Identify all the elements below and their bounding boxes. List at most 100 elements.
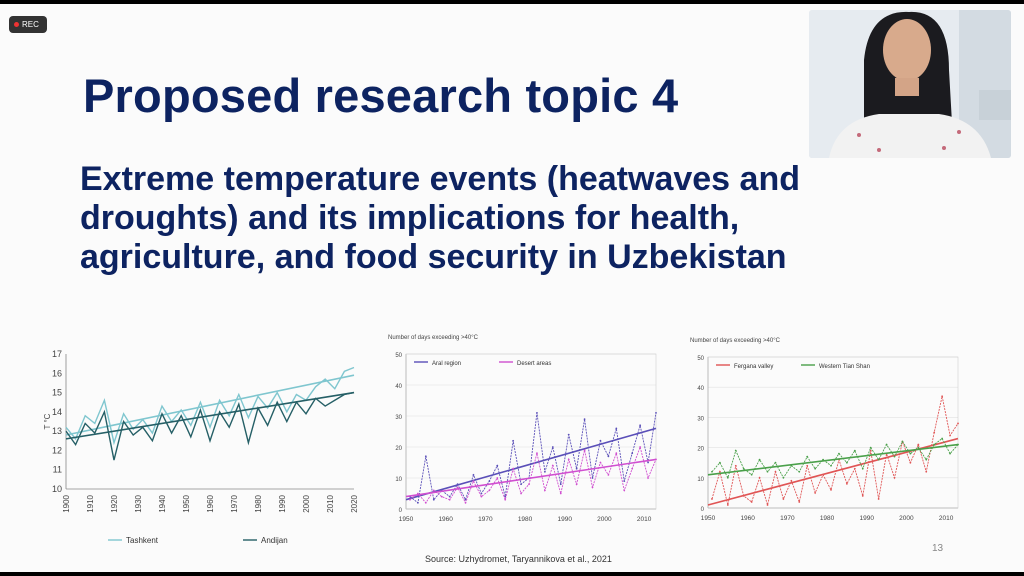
page-number: 13 (932, 543, 944, 554)
trend-line (405, 458, 657, 498)
data-point (504, 498, 507, 501)
plot-frame (405, 353, 657, 510)
data-point (830, 488, 832, 491)
y-tick-label: 20 (395, 446, 402, 452)
x-tick-label: 1990 (278, 494, 287, 512)
y-tick-label: 40 (697, 386, 704, 392)
y-tick-label: 30 (395, 415, 402, 421)
data-point (480, 495, 483, 498)
data-point (512, 467, 515, 470)
data-point (615, 427, 618, 430)
y-tick-label: 16 (52, 368, 62, 378)
data-point (615, 452, 618, 455)
data-point (591, 486, 594, 489)
y-tick-label: 40 (395, 384, 402, 390)
y-tick-label: 15 (52, 388, 62, 398)
data-point (766, 470, 769, 473)
data-point (567, 458, 570, 461)
data-point (583, 449, 586, 451)
y-tick-label: 50 (697, 356, 704, 362)
trend-line (707, 443, 959, 476)
data-point (909, 461, 912, 464)
slide-subtitle: Extreme temperature events (heatwaves an… (80, 160, 800, 276)
data-point (472, 480, 475, 482)
data-point (456, 486, 459, 489)
data-point (853, 467, 856, 470)
data-point (933, 431, 936, 434)
x-tick-label: 1960 (438, 516, 453, 523)
data-point (496, 477, 499, 479)
chart-days-aral-desert: Number of days exceeding >40°C 0 10 20 30 40 5… (388, 335, 657, 523)
y-tick-label: 10 (395, 477, 402, 483)
x-tick-label: 1980 (820, 515, 835, 522)
data-point (647, 477, 649, 479)
data-point (869, 446, 872, 449)
chart-title: Number of days exceeding >40°C (388, 335, 479, 341)
data-point (711, 498, 713, 500)
data-point (766, 504, 769, 506)
data-point (536, 412, 538, 414)
data-point (432, 489, 435, 492)
x-tick-label: 2000 (899, 515, 914, 522)
data-point (798, 470, 801, 473)
data-point (845, 482, 848, 485)
data-point (893, 476, 896, 479)
x-tick-label: 1950 (701, 515, 716, 522)
data-point (909, 452, 912, 455)
data-point (726, 504, 729, 506)
x-tick-label: 1980 (254, 494, 263, 512)
x-tick-label: 2000 (597, 516, 612, 523)
data-point (949, 452, 951, 455)
data-point (861, 495, 864, 497)
data-point (559, 483, 562, 486)
data-point (774, 470, 777, 473)
data-point (742, 467, 745, 470)
legend-label: Western Tian Shan (819, 364, 870, 370)
x-tick-label: 2000 (302, 494, 311, 512)
data-point (933, 443, 936, 446)
data-point (448, 498, 451, 501)
presenter-figure (809, 10, 1011, 158)
data-point (520, 483, 522, 486)
x-tick-label: 1990 (859, 515, 874, 522)
data-point (814, 467, 817, 470)
series-line (409, 445, 657, 504)
data-point (647, 461, 649, 464)
trend-line (405, 427, 657, 501)
series-line (711, 396, 959, 507)
data-point (417, 492, 419, 495)
y-tick-label: 20 (697, 447, 704, 453)
data-point (655, 412, 657, 414)
x-tick-label: 2010 (637, 516, 652, 523)
data-point (758, 476, 761, 479)
y-tick-label: 14 (52, 407, 62, 417)
slide: Proposed research topic 4 Extreme temper… (0, 4, 1024, 572)
data-point (845, 461, 848, 464)
data-point (639, 446, 642, 448)
data-point (623, 480, 626, 482)
data-point (949, 434, 951, 437)
data-point (726, 476, 729, 479)
data-point (917, 446, 920, 449)
x-tick-label: 1990 (557, 516, 572, 523)
data-point (957, 422, 959, 425)
x-tick-label: 2010 (326, 494, 335, 512)
data-point (472, 474, 475, 476)
legend-label: Aral region (432, 361, 461, 367)
data-point (631, 452, 634, 455)
y-tick-label: 30 (697, 416, 704, 422)
recording-label: REC (22, 20, 39, 29)
data-point (877, 458, 880, 461)
legend-label: Desert areas (517, 361, 551, 367)
data-point (623, 489, 626, 492)
data-point (464, 498, 467, 501)
data-point (719, 461, 721, 464)
data-point (806, 455, 809, 458)
data-point (750, 501, 753, 503)
trend-line (65, 391, 355, 440)
data-point (543, 489, 546, 492)
x-tick-label: 1930 (134, 494, 143, 512)
chart-days-fergana-tianshan: Number of days exceeding >40°C 0 10 20 30 40 5… (690, 338, 959, 522)
x-tick-label: 1970 (478, 516, 493, 523)
data-point (758, 458, 761, 461)
